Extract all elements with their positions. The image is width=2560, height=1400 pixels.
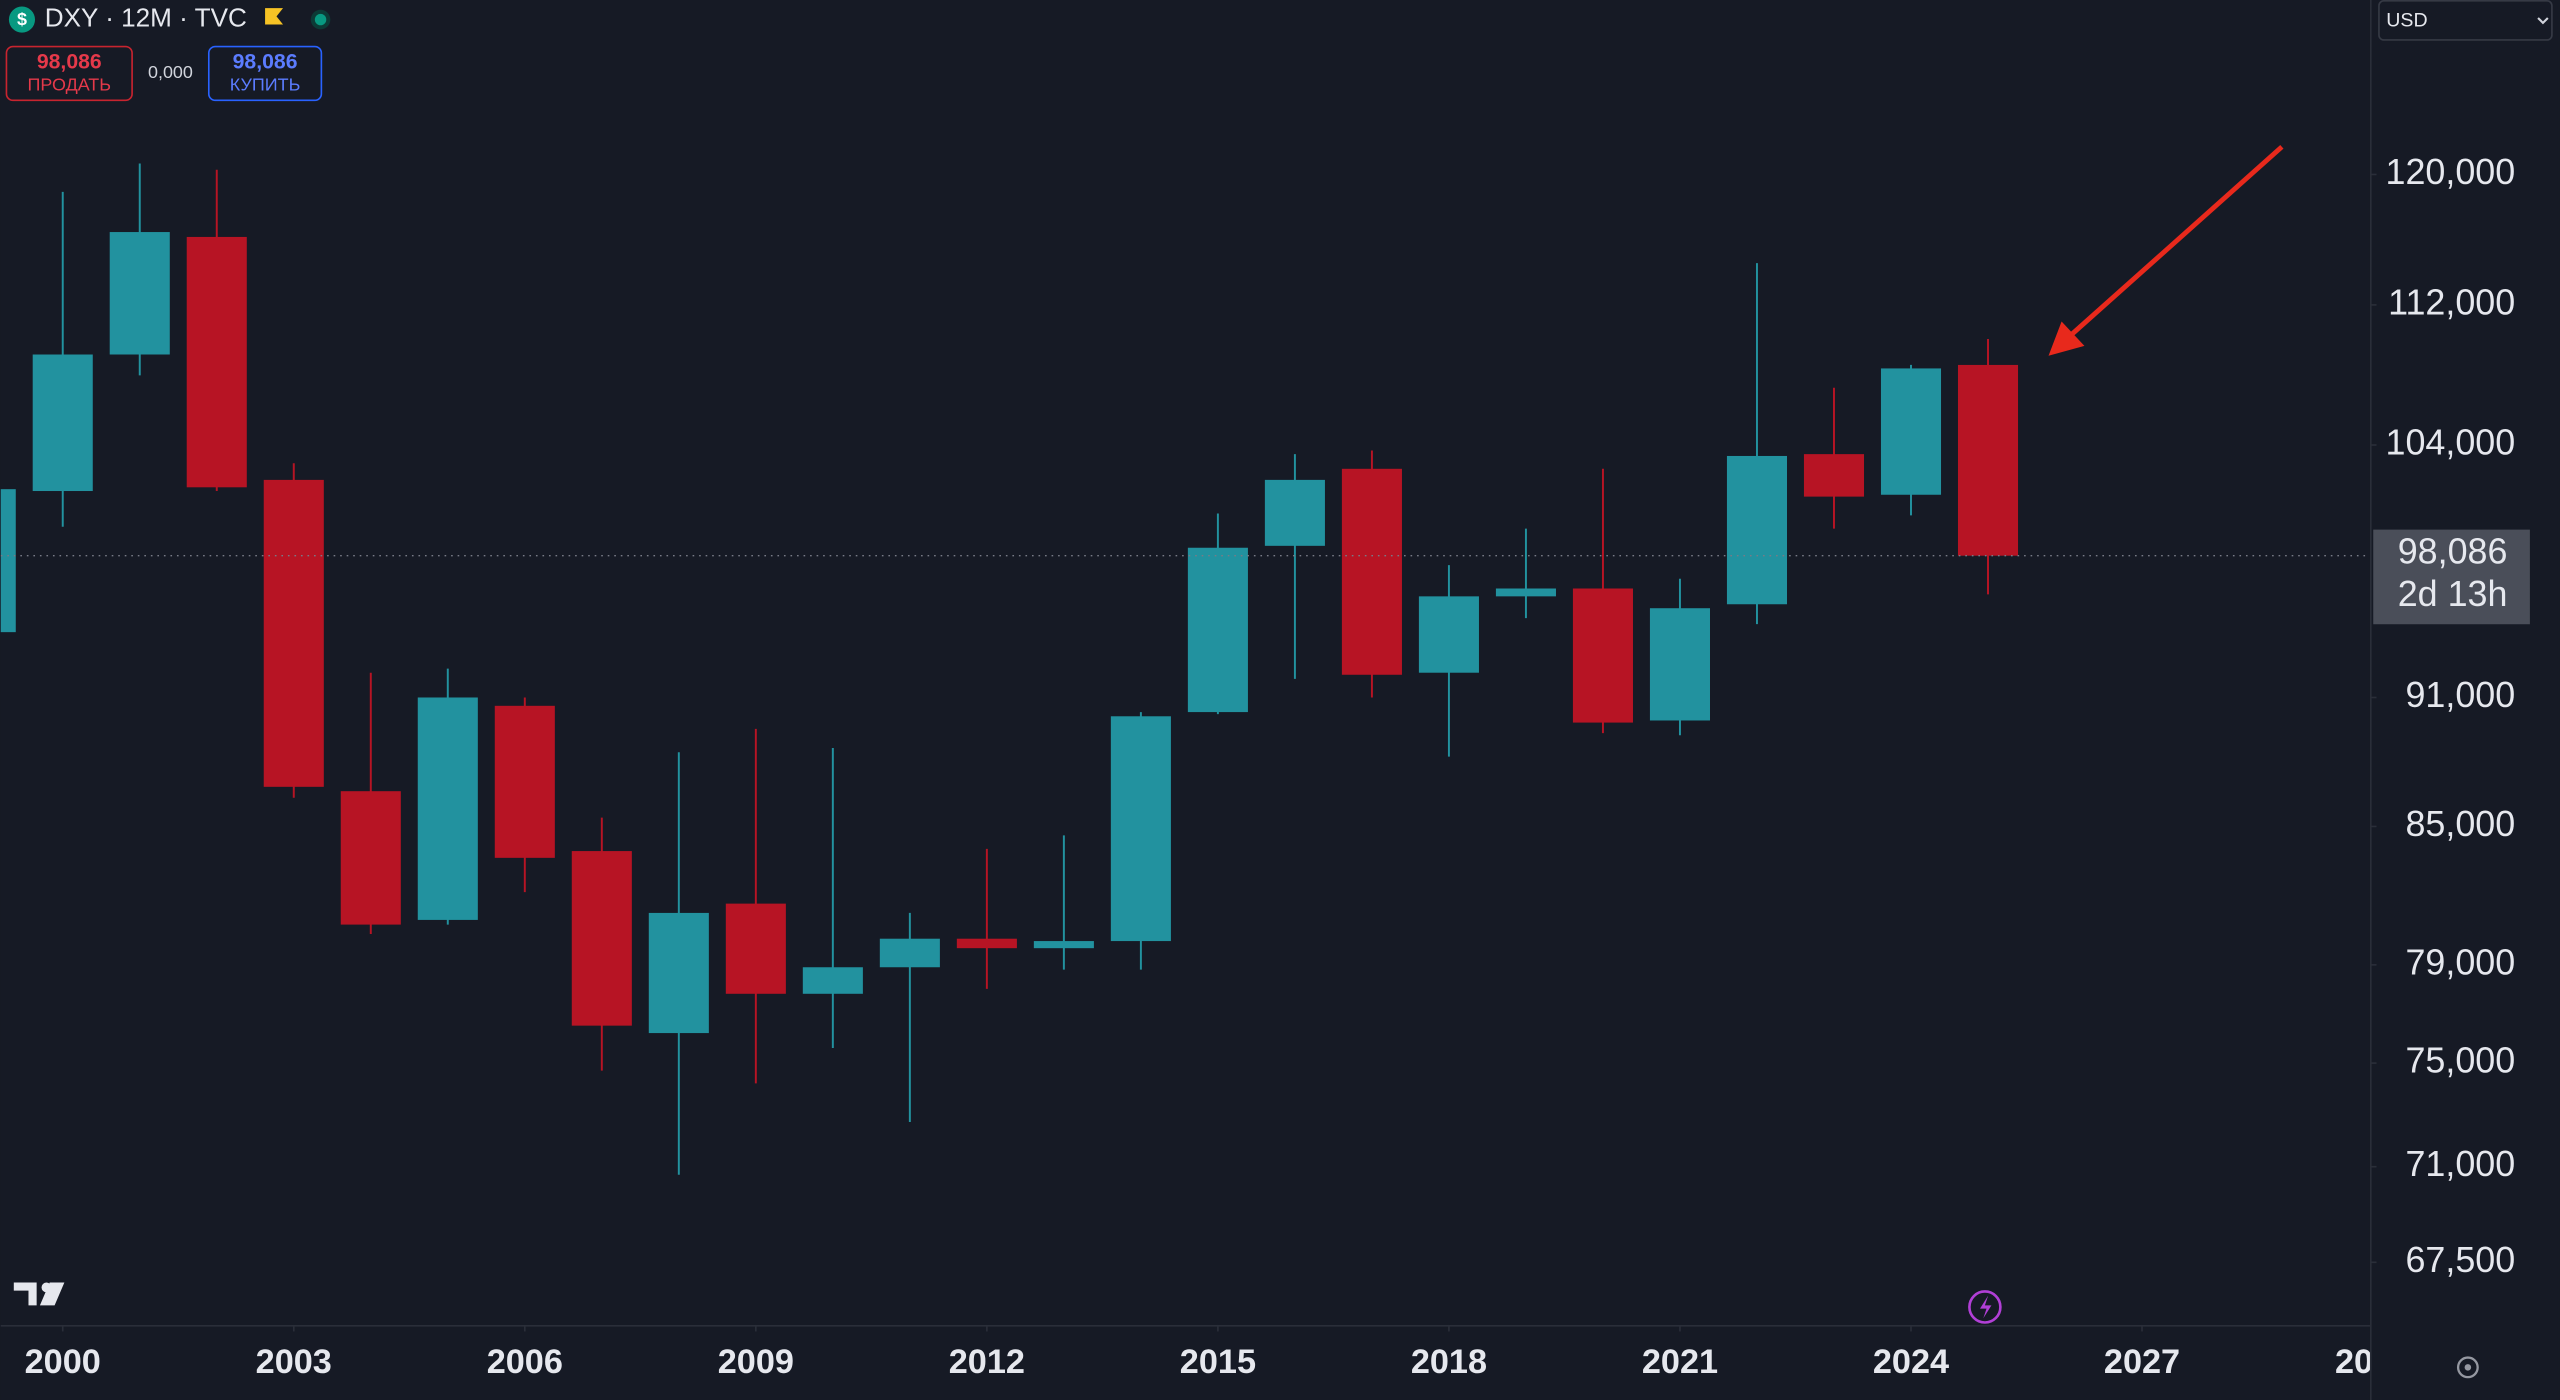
x-tick-label: 2003 [256, 1343, 332, 1381]
candle-body [1341, 468, 1402, 675]
candle-body [1187, 547, 1248, 713]
candle-body [879, 938, 940, 968]
candle-body [1726, 455, 1788, 605]
tv-logo-dot [41, 1282, 52, 1293]
spread: 0,000 [148, 62, 193, 82]
candle-body [802, 967, 863, 994]
x-tick-label: 2018 [1411, 1343, 1487, 1381]
countdown: 2d 13h [2398, 574, 2508, 614]
sell-button[interactable] [5, 45, 133, 102]
x-tick-label: 2015 [1180, 1343, 1256, 1381]
tv-logo [13, 1282, 65, 1306]
symbol-icon-glyph: $ [17, 9, 27, 29]
last-price-tag [2373, 529, 2530, 625]
flag-icon [265, 8, 284, 25]
plot-area [0, 163, 2370, 1175]
events-icon[interactable] [1968, 1290, 2002, 1324]
candle-body [648, 912, 709, 1034]
candle-body [417, 697, 478, 920]
x-tick-label: 2024 [1873, 1343, 1949, 1381]
sell-price: 98,086 [37, 50, 102, 73]
annotation-arrow [2068, 145, 2284, 338]
candle-body [494, 705, 555, 858]
buy-label: КУПИТЬ [230, 74, 301, 94]
candle-body [263, 479, 324, 787]
candle-body [109, 232, 170, 355]
y-tick-label: 85,000 [2405, 804, 2515, 844]
y-tick-label: 75,000 [2405, 1041, 2515, 1081]
x-tick-label: 2021 [1642, 1343, 1718, 1381]
last-price-label: 98,086 [2398, 532, 2508, 572]
candle-body [956, 938, 1017, 949]
x-tick-label: 2006 [487, 1343, 563, 1381]
x-tick-label: 2027 [2104, 1343, 2180, 1381]
y-tick-label: 104,000 [2386, 423, 2516, 463]
symbol-icon [8, 6, 36, 33]
y-tick-label: 67,500 [2405, 1240, 2515, 1280]
annotation-arrowhead [2048, 321, 2085, 356]
candle-body [32, 354, 93, 492]
settings-icon[interactable] [2456, 1356, 2479, 1379]
price-axis-panel [2369, 0, 2560, 1400]
candle-body [1572, 588, 1633, 723]
candle-body [1110, 716, 1171, 942]
candle-body [1957, 364, 2019, 556]
candle-body [571, 851, 632, 1026]
y-tick-label: 112,000 [2388, 282, 2515, 322]
candle-body [1418, 596, 1479, 673]
price-axis: 67,500 71,000 75,000 79,000 85,000 91,000 104,… [2369, 152, 2516, 1280]
candle-body [0, 489, 16, 633]
buy-price: 98,086 [233, 50, 298, 73]
x-tick-label: 2000 [25, 1343, 101, 1381]
candle-body [725, 903, 786, 994]
candle-body [1495, 588, 1556, 597]
candle-body [340, 791, 401, 925]
y-tick-label: 120,000 [2386, 152, 2516, 192]
candle-body [1880, 368, 1942, 495]
y-tick-label: 71,000 [2405, 1144, 2515, 1184]
y-tick-label: 91,000 [2405, 675, 2515, 715]
status-dot [314, 13, 327, 26]
currency: USD [2386, 9, 2427, 31]
sell-label: ПРОДАТЬ [28, 74, 111, 94]
x-tick-label: 2009 [718, 1343, 794, 1381]
y-tick-label: 79,000 [2405, 942, 2515, 982]
candle-body [1649, 608, 1710, 721]
currency-dropdown[interactable] [2378, 0, 2553, 41]
x-tick-label: 2012 [949, 1343, 1025, 1381]
candle-body [1803, 454, 1865, 497]
settings-icon-center [2464, 1364, 2472, 1371]
candle-body [1264, 479, 1325, 546]
buy-button[interactable] [207, 45, 323, 102]
events-glyph [1980, 1295, 1992, 1319]
candle-body [186, 236, 247, 488]
candle-body [1033, 941, 1094, 949]
chart-title: DXY · 12M · TVC [45, 2, 247, 32]
dropdown-caret [2537, 17, 2549, 25]
